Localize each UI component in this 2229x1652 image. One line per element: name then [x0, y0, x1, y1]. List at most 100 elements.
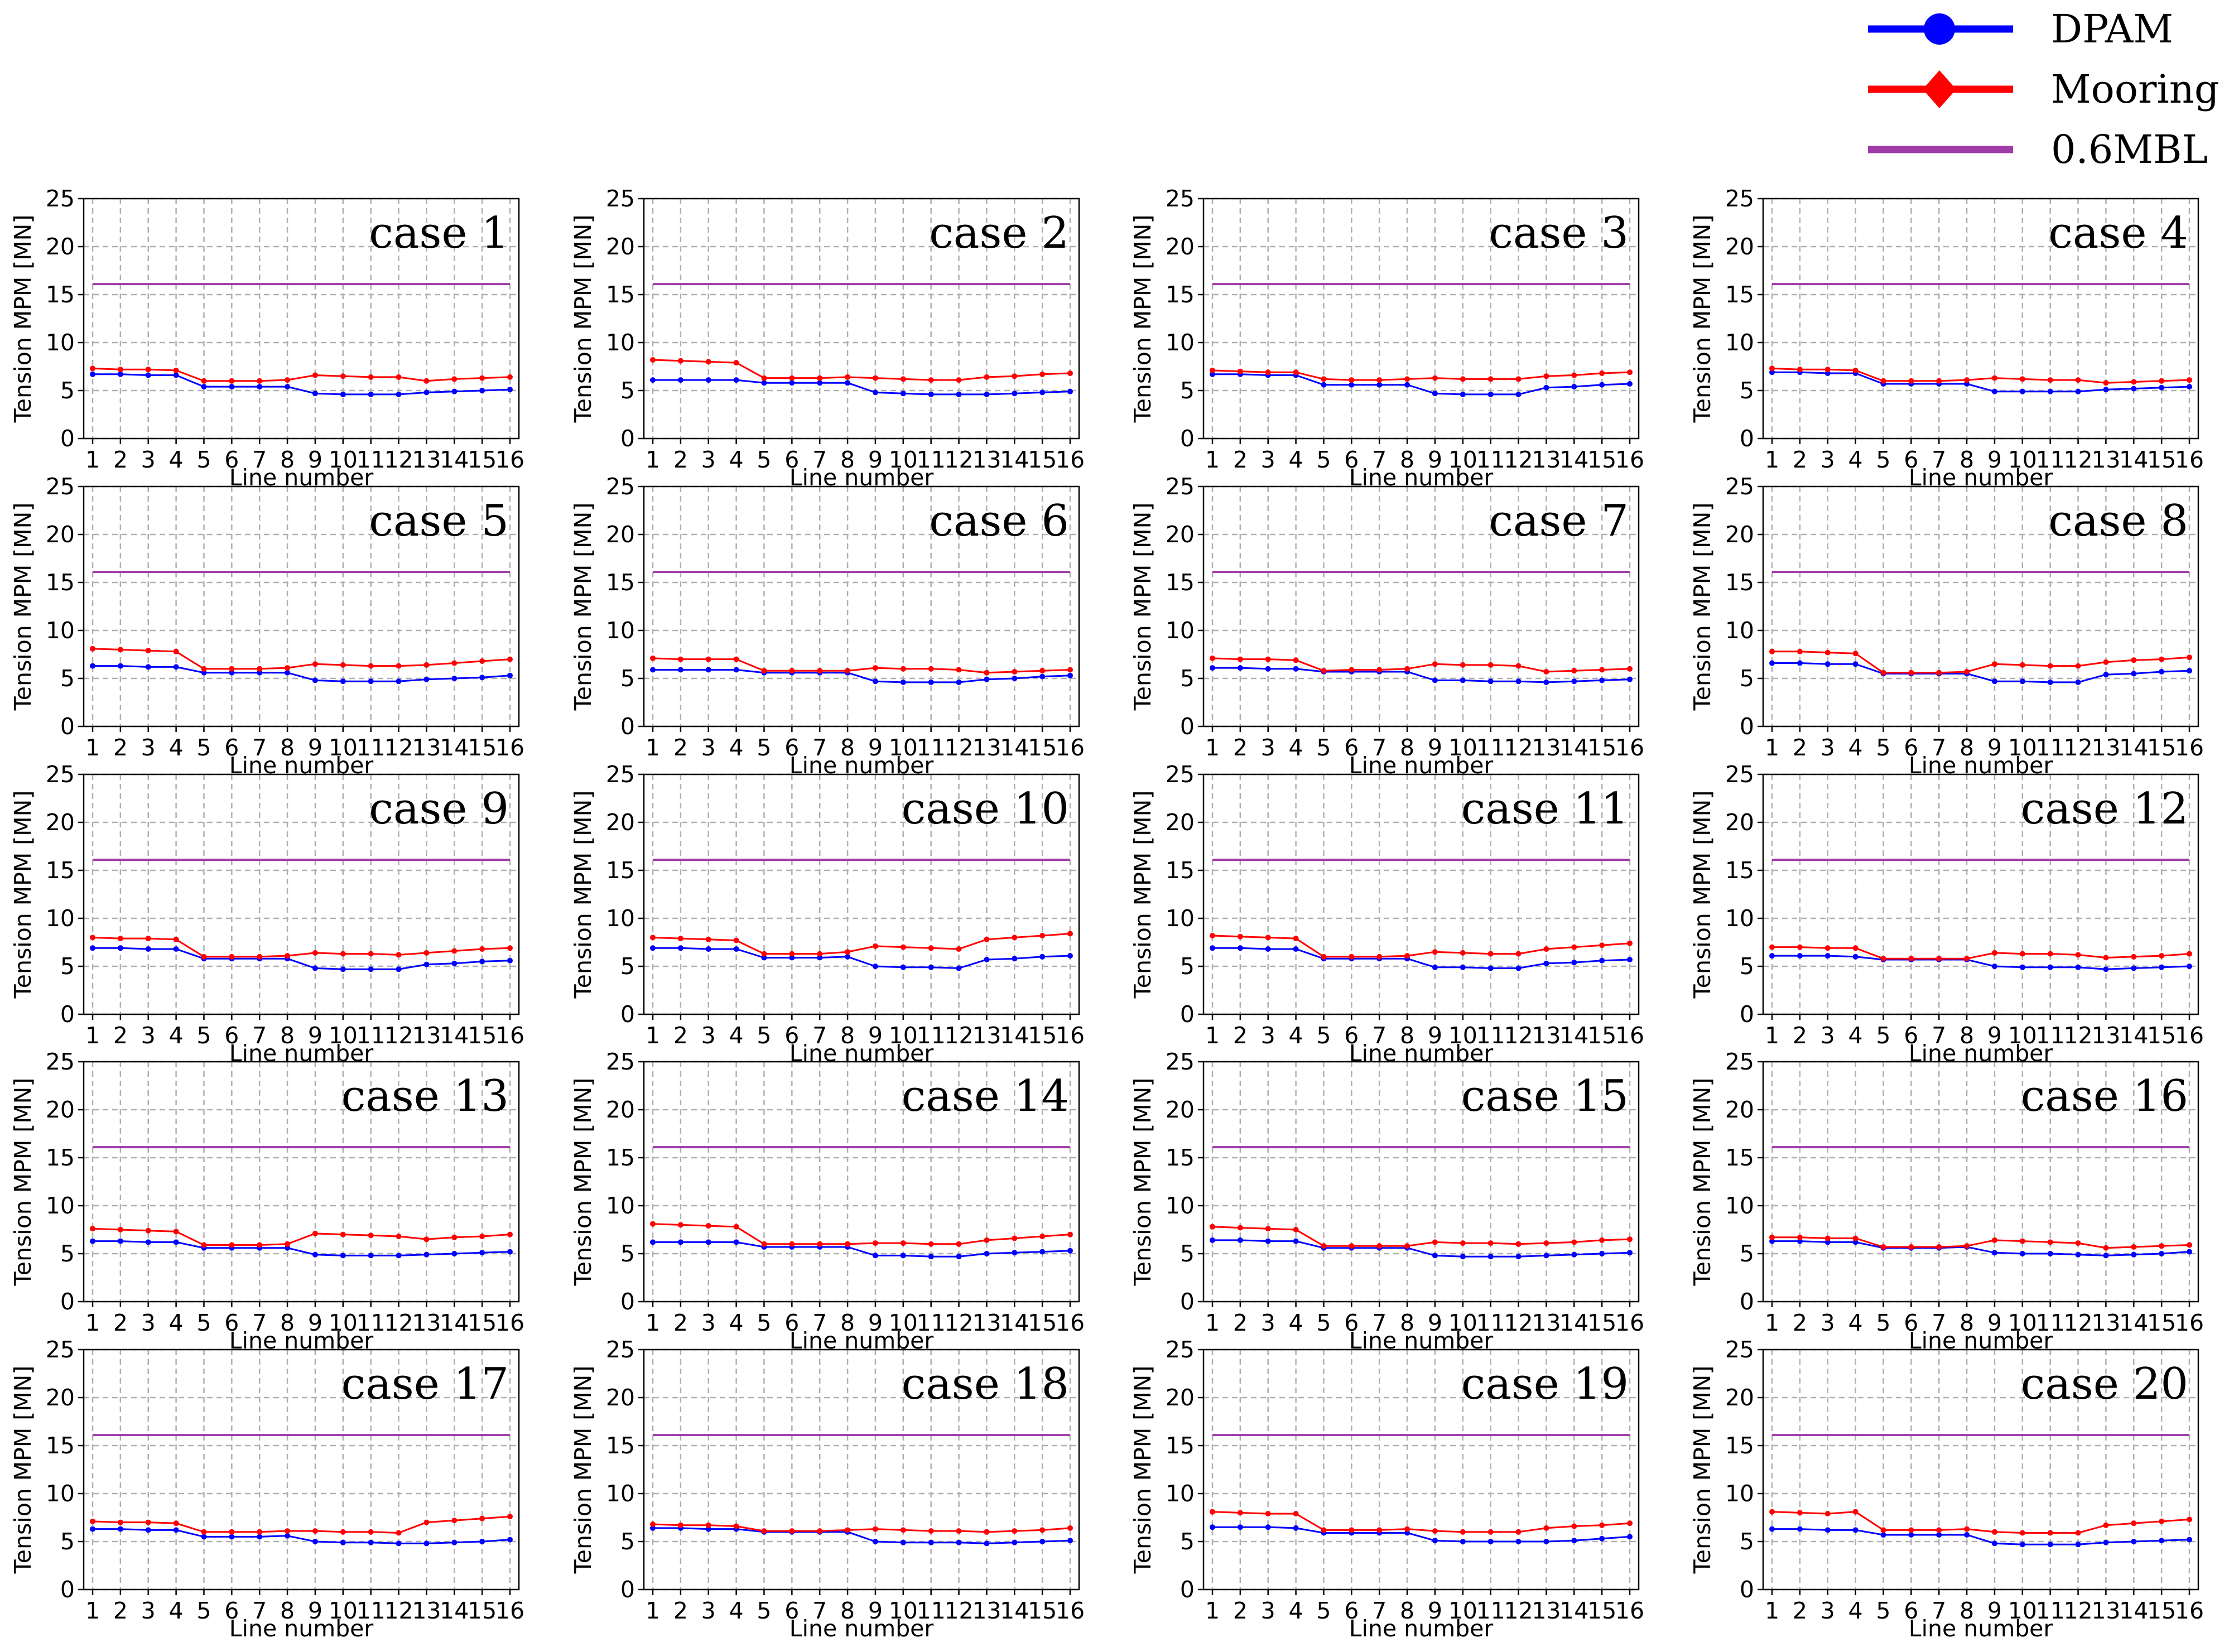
data-point — [173, 648, 179, 654]
series-line — [92, 1227, 511, 1246]
data-point — [1824, 945, 1831, 951]
data-point — [1237, 945, 1243, 951]
x-tick-label: 14 — [440, 446, 469, 473]
x-tick-label: 10 — [2008, 446, 2037, 473]
data-point — [984, 391, 990, 397]
x-tick-label: 7 — [252, 1022, 267, 1049]
data-point — [1012, 1539, 1018, 1545]
x-tick-label: 3 — [701, 446, 716, 473]
y-tick-label: 15 — [606, 857, 635, 884]
data-point — [145, 664, 151, 670]
data-point — [479, 1234, 485, 1239]
data-point — [705, 1239, 711, 1245]
data-point — [872, 375, 878, 381]
x-tick-label: 11 — [2036, 1309, 2065, 1336]
x-tick-label: 16 — [1615, 734, 1644, 761]
data-point — [1376, 382, 1383, 388]
x-tick-label: 8 — [280, 1309, 295, 1336]
grid — [1763, 1061, 2198, 1303]
x-tick-label: 7 — [812, 446, 827, 473]
data-point — [1571, 372, 1577, 378]
x-tick-label: 14 — [440, 1022, 469, 1049]
data-point — [1404, 1530, 1410, 1536]
legend-label: 0.6MBL — [2051, 127, 2208, 172]
data-point — [1349, 377, 1355, 383]
x-tick-label: 13 — [1532, 1309, 1561, 1336]
data-point — [1880, 670, 1886, 676]
y-axis-label: Tension MPM [MN] — [1689, 1366, 1716, 1574]
x-axis-label: Line number — [229, 1615, 374, 1642]
data-point — [1376, 1243, 1383, 1249]
y-tick-label: 15 — [606, 569, 635, 596]
x-tick-label: 6 — [784, 446, 799, 473]
series-mooring — [90, 935, 513, 960]
data-point — [423, 389, 430, 396]
data-point — [1432, 1239, 1438, 1245]
data-point — [1936, 378, 1942, 384]
data-point — [1543, 373, 1549, 379]
data-point — [872, 1253, 878, 1259]
data-point — [1571, 1239, 1577, 1245]
x-tick-label: 2 — [1233, 734, 1248, 761]
x-tick-label: 4 — [1848, 446, 1863, 473]
x-tick-label: 3 — [701, 1309, 716, 1336]
data-point — [1797, 660, 1803, 666]
x-tick-label: 13 — [2091, 1022, 2120, 1049]
x-tick-label: 14 — [2119, 1309, 2148, 1336]
y-tick-label: 25 — [46, 761, 75, 788]
y-tick-label: 25 — [1166, 1048, 1195, 1075]
x-tick-label: 8 — [1400, 734, 1414, 761]
x-tick-label: 5 — [1876, 1022, 1890, 1049]
data-point — [900, 1539, 906, 1545]
x-tick-label: 3 — [1821, 1022, 1835, 1049]
y-tick-label: 5 — [60, 665, 75, 692]
data-point — [1964, 1526, 1970, 1532]
data-point — [956, 679, 962, 685]
data-point — [1012, 669, 1018, 675]
x-tick-label: 16 — [1615, 1597, 1644, 1624]
y-axis-label: Tension MPM [MN] — [9, 791, 36, 999]
x-tick-label: 7 — [1372, 446, 1386, 473]
data-point — [479, 675, 485, 681]
x-tick-label: 13 — [412, 1309, 441, 1336]
data-point — [1908, 378, 1914, 384]
y-tick-label: 0 — [620, 1288, 635, 1315]
data-point — [733, 946, 739, 952]
y-tick-label: 15 — [1725, 1432, 1754, 1459]
data-point — [90, 1226, 95, 1232]
x-tick-label: 1 — [85, 1309, 100, 1336]
x-tick-label: 16 — [495, 1597, 524, 1624]
x-tick-label: 13 — [2091, 734, 2120, 761]
plot-frame — [643, 1061, 1080, 1303]
data-point — [1376, 667, 1383, 673]
panel-title: case 3 — [1489, 208, 1629, 258]
data-point — [312, 661, 318, 667]
y-tick-label: 5 — [1180, 1528, 1195, 1555]
x-tick-label: 3 — [1261, 1597, 1275, 1624]
series-mooring — [90, 646, 513, 672]
data-point — [173, 372, 179, 378]
x-tick-label: 15 — [1587, 1022, 1616, 1049]
data-point — [2187, 1242, 2192, 1248]
series-dpam — [90, 1238, 513, 1259]
data-point — [1039, 1234, 1046, 1239]
data-point — [1599, 1251, 1605, 1256]
data-point — [2075, 964, 2081, 970]
x-tick-label: 1 — [1205, 1022, 1220, 1049]
x-tick-label: 13 — [1532, 734, 1561, 761]
panel-title: case 2 — [929, 208, 1069, 258]
x-tick-label: 8 — [280, 446, 295, 473]
panel-title: case 18 — [902, 1359, 1069, 1409]
x-tick-label: 12 — [384, 446, 413, 473]
data-point — [285, 1533, 291, 1539]
data-point — [423, 1236, 430, 1242]
data-point — [705, 359, 711, 365]
data-point — [257, 953, 263, 960]
data-point — [2019, 388, 2025, 394]
data-point — [928, 1241, 934, 1247]
x-tick-label: 6 — [784, 1022, 799, 1049]
data-point — [956, 1539, 962, 1545]
x-tick-label: 1 — [646, 1309, 660, 1336]
x-tick-label: 1 — [1765, 1597, 1779, 1624]
